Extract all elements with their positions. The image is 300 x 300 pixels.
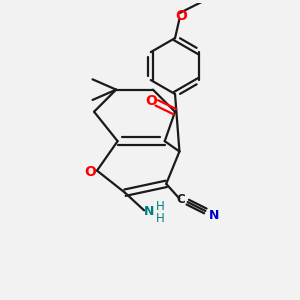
Text: H: H (156, 212, 165, 225)
Text: N: N (209, 209, 219, 222)
Text: O: O (175, 9, 187, 23)
Text: N: N (144, 205, 154, 218)
Text: C: C (176, 193, 185, 206)
Text: O: O (85, 165, 97, 179)
Text: H: H (156, 200, 165, 213)
Text: O: O (146, 94, 158, 108)
